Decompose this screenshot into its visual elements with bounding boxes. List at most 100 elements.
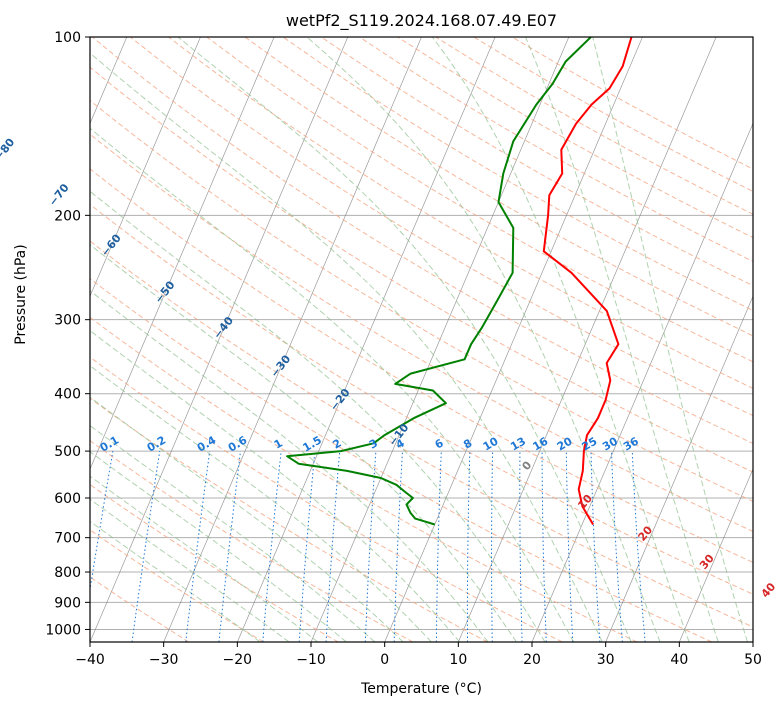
moist-adiabat — [90, 244, 517, 642]
y-tick-label: 700 — [54, 531, 81, 547]
isotherm-line — [679, 468, 753, 642]
moist-adiabat — [90, 475, 319, 642]
mixing-ratio-line — [466, 451, 471, 642]
dry-adiabat — [90, 278, 712, 642]
dry-adiabat — [244, 37, 753, 337]
moist-adiabat-label: 30 — [697, 552, 717, 572]
dry-adiabat — [91, 37, 753, 445]
dry-adiabat — [511, 37, 753, 170]
dry-adiabat — [168, 37, 753, 389]
x-tick-label: 30 — [597, 652, 615, 668]
isotherm-label: −30 — [268, 352, 294, 380]
isotherm-line — [163, 37, 422, 642]
isotherm-label: −10 — [386, 421, 412, 449]
moist-adiabat — [90, 498, 290, 642]
x-axis-title: Temperature (°C) — [360, 681, 482, 697]
moist-adiabat — [90, 52, 603, 642]
moist-adiabat — [306, 37, 661, 642]
y-tick-label: 900 — [54, 595, 81, 611]
moist-adiabat — [177, 37, 632, 642]
moist-adiabat — [525, 37, 719, 642]
dewpoint-profile-line — [286, 37, 592, 526]
isotherm-line — [90, 37, 349, 642]
isotherm-label: −40 — [211, 314, 237, 342]
isotherm-line — [605, 295, 753, 642]
isotherm-line — [458, 37, 717, 642]
moist-adiabat — [90, 190, 546, 642]
moist-adiabat-label: 0 — [519, 458, 534, 472]
dry-adiabat — [435, 37, 753, 215]
moist-adiabat — [90, 365, 432, 642]
sounding-series — [286, 37, 633, 526]
y-axis-title: Pressure (hPa) — [13, 244, 29, 344]
x-tick-label: 10 — [449, 652, 467, 668]
moist-adiabat-label: 40 — [759, 580, 775, 600]
mixing-ratio-line — [185, 451, 211, 642]
mixing-ratio-line — [590, 451, 601, 642]
y-tick-label: 300 — [54, 313, 81, 329]
mixing-ratio-line — [131, 451, 161, 642]
x-tick-label: 20 — [523, 652, 541, 668]
mixing-ratio-line — [631, 451, 646, 642]
mixing-ratio-line — [262, 451, 282, 642]
isotherm-label: −70 — [46, 181, 72, 209]
x-tick-label: 0 — [380, 652, 389, 668]
moist-adiabat — [90, 520, 261, 642]
x-tick-label: −40 — [75, 652, 105, 668]
mixing-ratio-line — [565, 451, 574, 642]
isotherm-line — [531, 122, 753, 642]
x-tick-label: −10 — [296, 652, 326, 668]
isotherm-line — [90, 37, 275, 471]
x-tick-label: −30 — [149, 652, 179, 668]
plot-frame — [89, 36, 754, 643]
moist-adiabat — [90, 424, 376, 642]
mixing-ratio-line — [611, 451, 623, 642]
background-lines — [90, 37, 753, 642]
y-tick-label: 1000 — [45, 622, 81, 638]
isotherm-line — [237, 37, 496, 642]
dry-adiabat — [206, 37, 753, 363]
isotherm-line — [90, 37, 201, 298]
dry-adiabat — [90, 66, 753, 473]
moist-adiabat — [90, 127, 575, 642]
mixing-ratio-line — [90, 451, 114, 593]
isotherm-line — [384, 37, 643, 642]
dry-adiabat — [90, 356, 563, 642]
dry-adiabat — [359, 37, 753, 263]
moist-adiabat — [90, 290, 489, 642]
chart-title: wetPf2_S119.2024.168.07.49.E07 — [286, 11, 557, 31]
y-tick-label: 800 — [54, 565, 81, 581]
dry-adiabat — [90, 133, 753, 533]
dry-adiabat — [90, 240, 753, 628]
axes: −40 −30 −20 −10 0 10 20 30 40 5010020030040050060… — [13, 30, 762, 697]
mixing-ratio-label: 2 — [331, 437, 344, 452]
dry-adiabat — [90, 203, 753, 595]
isotherm-line — [752, 641, 753, 642]
x-tick-label: 40 — [670, 652, 688, 668]
isotherm-label: −80 — [0, 136, 18, 164]
moist-adiabat — [90, 451, 347, 642]
dry-adiabat — [90, 483, 339, 642]
y-tick-label: 200 — [54, 208, 81, 224]
dry-adiabat — [90, 529, 264, 642]
mixing-ratio-line — [298, 451, 316, 642]
mixing-ratio-line — [218, 451, 241, 642]
dry-adiabat — [90, 99, 753, 502]
isotherm-label: −50 — [152, 278, 178, 306]
mixing-ratio-line — [491, 451, 494, 642]
x-tick-label: 50 — [744, 652, 762, 668]
y-tick-label: 500 — [54, 444, 81, 460]
moist-adiabat-label: 10 — [575, 492, 595, 512]
dry-adiabat — [90, 440, 414, 642]
dry-adiabat — [90, 316, 638, 642]
y-tick-label: 100 — [54, 30, 81, 46]
y-tick-label: 600 — [54, 491, 81, 507]
moist-adiabat — [431, 37, 690, 642]
y-tick-label: 400 — [54, 387, 81, 403]
dry-adiabat — [90, 168, 753, 563]
mixing-ratio-line — [364, 451, 377, 642]
mixing-ratio-line — [435, 451, 442, 642]
